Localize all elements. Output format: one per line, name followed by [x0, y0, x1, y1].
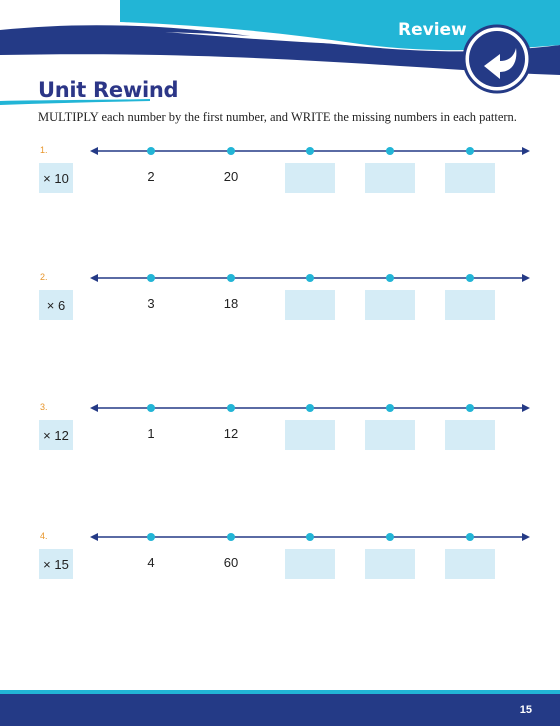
problem-number: 4. — [40, 531, 48, 541]
given-value: 18 — [223, 296, 239, 311]
problem-number: 3. — [40, 402, 48, 412]
given-value: 2 — [147, 169, 155, 184]
answer-box[interactable] — [285, 290, 335, 320]
multiplier-label: × 10 — [39, 163, 73, 193]
section-label: Review — [398, 20, 467, 40]
multiplier-label: × 6 — [39, 290, 73, 320]
given-value: 4 — [147, 555, 155, 570]
multiplier-label: × 15 — [39, 549, 73, 579]
header-banner — [0, 0, 560, 75]
answer-box[interactable] — [445, 290, 495, 320]
number-line — [90, 404, 530, 412]
given-value: 60 — [223, 555, 239, 570]
instructions: MULTIPLY each number by the first number… — [38, 110, 517, 124]
answer-box[interactable] — [285, 163, 335, 193]
page-title: Unit Rewind — [38, 78, 179, 102]
answer-box[interactable] — [445, 549, 495, 579]
footer-bar — [0, 694, 560, 726]
answer-box[interactable] — [285, 549, 335, 579]
answer-box[interactable] — [365, 163, 415, 193]
problem-number: 1. — [40, 145, 48, 155]
number-line — [90, 274, 530, 282]
given-value: 3 — [147, 296, 155, 311]
problem-2: 2. × 6 3 18 — [0, 272, 560, 332]
problem-4: 4. × 15 4 60 — [0, 531, 560, 591]
answer-box[interactable] — [365, 290, 415, 320]
answer-box[interactable] — [365, 420, 415, 450]
answer-box[interactable] — [285, 420, 335, 450]
multiplier-label: × 12 — [39, 420, 73, 450]
rewind-arrow-icon — [462, 24, 532, 94]
page-number: 15 — [519, 704, 532, 716]
number-line — [90, 533, 530, 541]
problem-3: 3. × 12 1 12 — [0, 402, 560, 462]
footer-stripe — [0, 690, 560, 694]
answer-box[interactable] — [365, 549, 415, 579]
title-underline — [0, 99, 150, 105]
answer-box[interactable] — [445, 420, 495, 450]
problem-1: 1. × 10 2 20 — [0, 145, 560, 205]
given-value: 1 — [147, 426, 155, 441]
problem-number: 2. — [40, 272, 48, 282]
number-line — [90, 147, 530, 155]
given-value: 12 — [223, 426, 239, 441]
given-value: 20 — [223, 169, 239, 184]
answer-box[interactable] — [445, 163, 495, 193]
